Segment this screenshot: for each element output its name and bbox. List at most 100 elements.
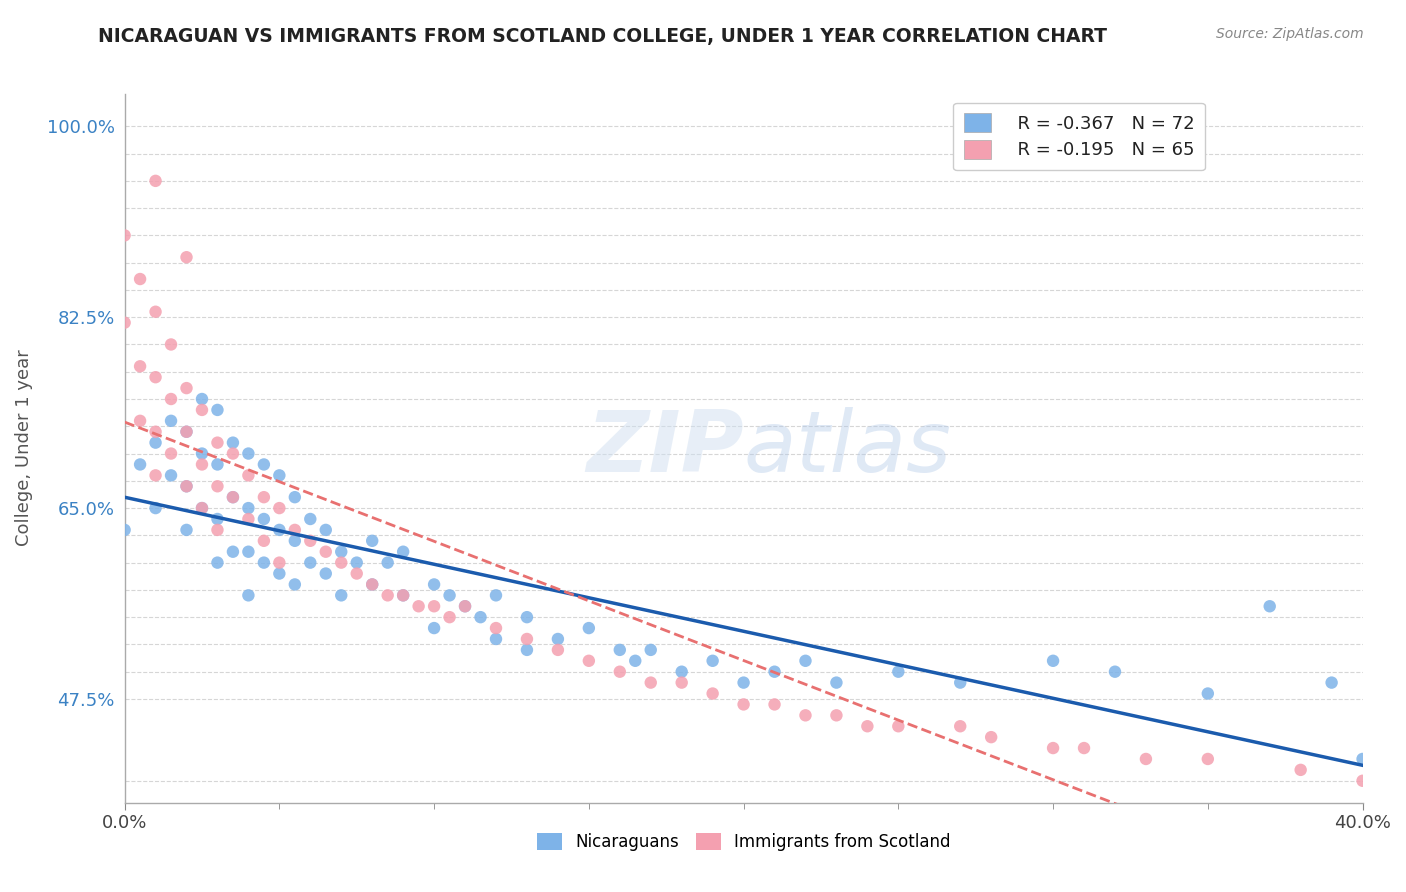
Point <box>299 556 322 570</box>
Point <box>454 599 477 614</box>
Point <box>439 610 461 624</box>
Point <box>980 730 1002 744</box>
Point <box>145 425 167 439</box>
Point <box>361 533 384 548</box>
Point <box>253 458 276 472</box>
Point <box>547 643 569 657</box>
Point <box>1320 675 1343 690</box>
Point <box>238 545 260 559</box>
Point <box>145 468 167 483</box>
Point <box>191 458 214 472</box>
Y-axis label: College, Under 1 year: College, Under 1 year <box>15 350 32 547</box>
Point <box>671 665 693 679</box>
Point <box>330 545 353 559</box>
Point <box>1042 654 1064 668</box>
Point <box>361 577 384 591</box>
Point <box>269 566 291 581</box>
Point <box>176 425 198 439</box>
Point <box>392 545 415 559</box>
Point <box>114 316 136 330</box>
Point <box>253 512 276 526</box>
Point <box>269 523 291 537</box>
Point <box>485 621 508 635</box>
Point <box>887 719 910 733</box>
Point <box>330 556 353 570</box>
Point <box>887 665 910 679</box>
Point <box>253 556 276 570</box>
Text: Source: ZipAtlas.com: Source: ZipAtlas.com <box>1216 27 1364 41</box>
Point <box>284 577 307 591</box>
Text: atlas: atlas <box>744 407 952 490</box>
Point <box>763 665 786 679</box>
Point <box>578 654 600 668</box>
Point <box>949 719 972 733</box>
Point <box>423 621 446 635</box>
Point <box>794 654 817 668</box>
Point <box>1197 686 1219 700</box>
Point <box>315 566 337 581</box>
Point <box>238 446 260 460</box>
Point <box>191 501 214 516</box>
Point <box>238 501 260 516</box>
Point <box>222 435 245 450</box>
Point <box>1104 665 1126 679</box>
Point <box>825 675 848 690</box>
Point <box>238 588 260 602</box>
Point <box>284 490 307 504</box>
Text: NICARAGUAN VS IMMIGRANTS FROM SCOTLAND COLLEGE, UNDER 1 YEAR CORRELATION CHART: NICARAGUAN VS IMMIGRANTS FROM SCOTLAND C… <box>98 27 1108 45</box>
Point <box>1289 763 1312 777</box>
Point <box>1073 741 1095 756</box>
Point <box>284 533 307 548</box>
Point <box>129 414 152 428</box>
Point <box>176 479 198 493</box>
Point <box>702 654 724 668</box>
Point <box>191 392 214 406</box>
Point <box>207 479 229 493</box>
Point <box>470 610 492 624</box>
Point <box>485 632 508 646</box>
Point <box>733 698 755 712</box>
Point <box>114 523 136 537</box>
Point <box>269 556 291 570</box>
Point <box>207 512 229 526</box>
Point <box>640 675 662 690</box>
Point <box>516 643 538 657</box>
Point <box>191 501 214 516</box>
Point <box>299 512 322 526</box>
Point <box>516 610 538 624</box>
Point <box>176 425 198 439</box>
Point <box>253 490 276 504</box>
Point <box>423 577 446 591</box>
Point <box>176 250 198 264</box>
Point <box>392 588 415 602</box>
Legend:   R = -0.367   N = 72,   R = -0.195   N = 65: R = -0.367 N = 72, R = -0.195 N = 65 <box>953 103 1205 170</box>
Point <box>238 468 260 483</box>
Point <box>114 228 136 243</box>
Point <box>207 556 229 570</box>
Point <box>253 533 276 548</box>
Point <box>1351 773 1374 788</box>
Point <box>207 435 229 450</box>
Point <box>269 501 291 516</box>
Point <box>222 490 245 504</box>
Point <box>609 643 631 657</box>
Point <box>129 359 152 374</box>
Point <box>191 446 214 460</box>
Point <box>145 370 167 384</box>
Point <box>330 588 353 602</box>
Point <box>222 490 245 504</box>
Point <box>547 632 569 646</box>
Point <box>160 468 183 483</box>
Point <box>207 403 229 417</box>
Point <box>949 675 972 690</box>
Point <box>160 337 183 351</box>
Point <box>238 512 260 526</box>
Point <box>377 588 399 602</box>
Point <box>485 588 508 602</box>
Point <box>176 479 198 493</box>
Point <box>392 588 415 602</box>
Point <box>763 698 786 712</box>
Point <box>346 566 368 581</box>
Point <box>454 599 477 614</box>
Point <box>284 523 307 537</box>
